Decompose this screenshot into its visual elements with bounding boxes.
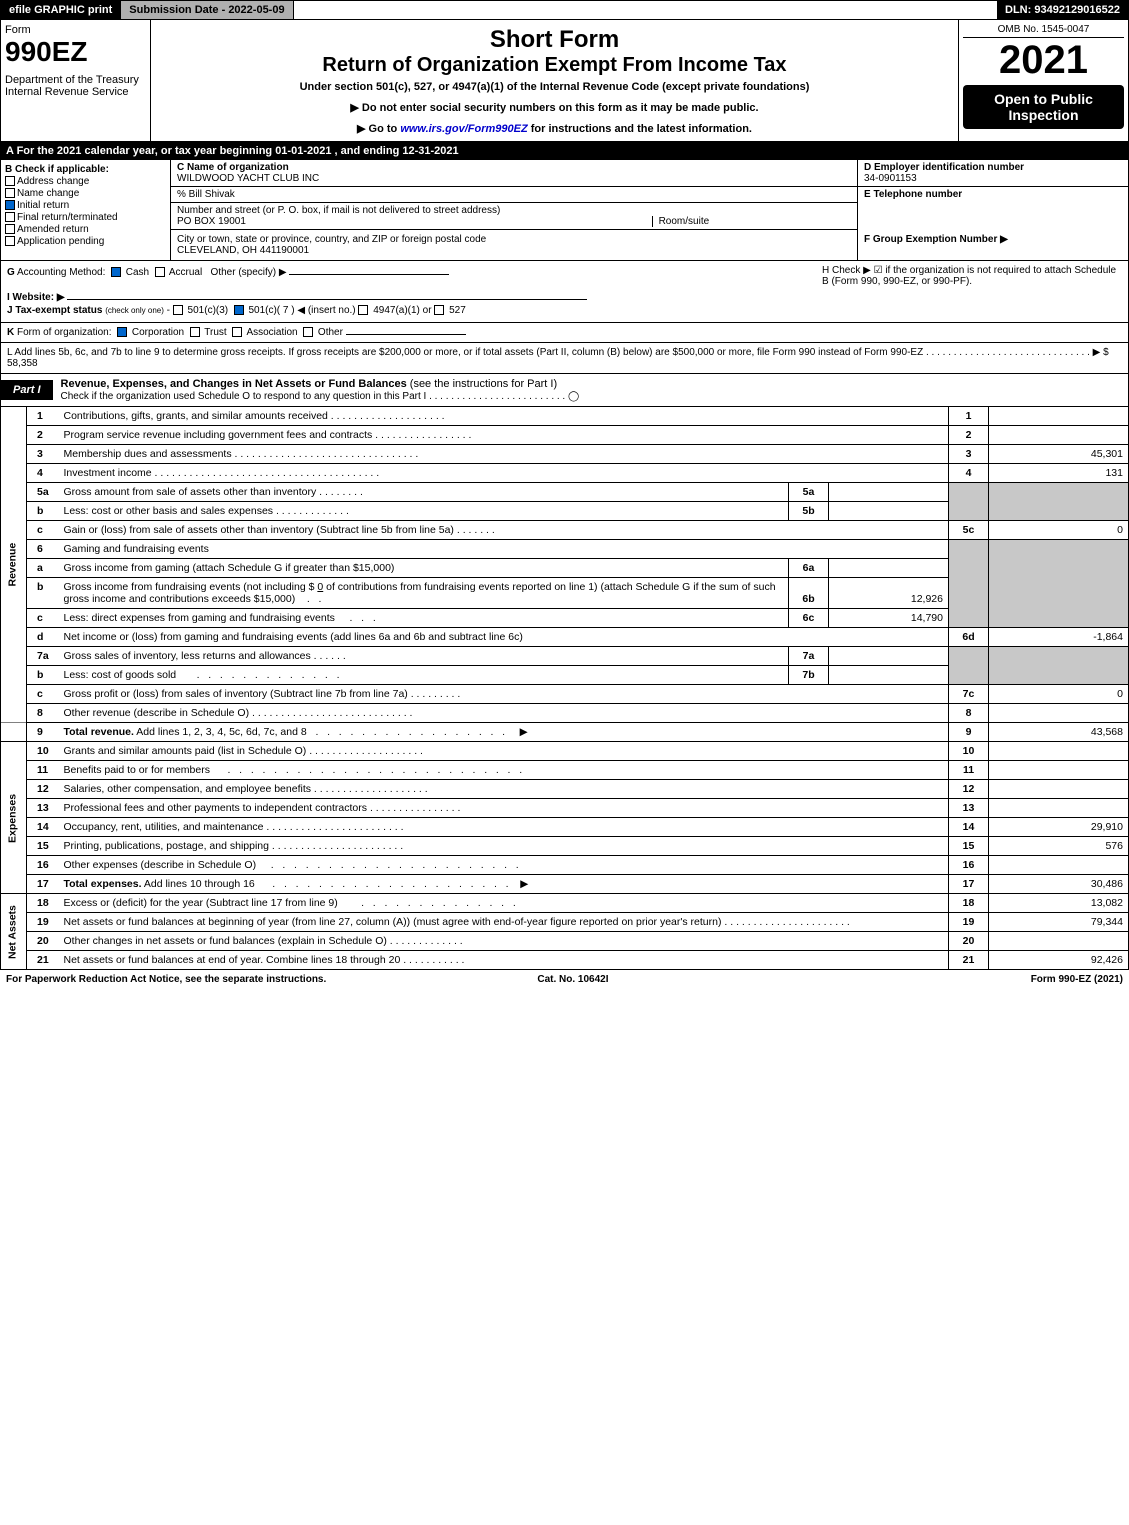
ln19-amt: 79,344 [989,913,1129,932]
form-header: Form 990EZ Department of the Treasury In… [0,20,1129,142]
side-net-assets: Net Assets [1,894,27,970]
check-name-change[interactable]: Name change [5,188,166,199]
ln9-amt: 43,568 [989,723,1129,742]
ln4-desc: Investment income . . . . . . . . . . . … [59,464,949,483]
b-header: B Check if applicable: [5,164,166,175]
ln16-desc: Other expenses (describe in Schedule O) … [59,856,949,875]
row-a: A For the 2021 calendar year, or tax yea… [0,142,1129,160]
form-label: Form [5,24,146,36]
ln5c-desc: Gain or (loss) from sale of assets other… [59,521,949,540]
d-ein: D Employer identification number34-09011… [858,160,1128,187]
ln9-desc: Total revenue. Add lines 1, 2, 3, 4, 5c,… [59,723,949,742]
ln1-r: 1 [949,407,989,426]
ln15-amt: 576 [989,837,1129,856]
irs-link[interactable]: www.irs.gov/Form990EZ [400,123,527,135]
row-h: H Check ▶ ☑ if the organization is not r… [822,265,1122,287]
ln6b-desc: Gross income from fundraising events (no… [59,578,789,609]
tax-year: 2021 [963,38,1124,83]
ln15-desc: Printing, publications, postage, and shi… [59,837,949,856]
subtitle-ssn: ▶ Do not enter social security numbers o… [157,101,952,114]
side-revenue: Revenue [1,407,27,723]
ln1-desc: Contributions, gifts, grants, and simila… [59,407,949,426]
c-name: C Name of organizationWILDWOOD YACHT CLU… [171,160,857,187]
open-inspection: Open to Public Inspection [963,85,1124,129]
ln6c-val: 14,790 [829,609,949,628]
dln: DLN: 93492129016522 [997,1,1128,19]
ln14-amt: 29,910 [989,818,1129,837]
section-b-to-f: B Check if applicable: Address change Na… [0,160,1129,261]
part-i-label: Part I [1,380,53,400]
ln20-desc: Other changes in net assets or fund bala… [59,932,949,951]
ln1-amt [989,407,1129,426]
title-short-form: Short Form [157,26,952,54]
ln11-desc: Benefits paid to or for members . . . . … [59,761,949,780]
ln14-desc: Occupancy, rent, utilities, and maintena… [59,818,949,837]
subtitle-goto: ▶ Go to www.irs.gov/Form990EZ for instru… [157,122,952,135]
footer-right: Form 990-EZ (2021) [1031,974,1123,985]
ln10-desc: Grants and similar amounts paid (list in… [59,742,949,761]
check-final-return[interactable]: Final return/terminated [5,212,166,223]
ln6b-val: 12,926 [829,578,949,609]
ln3-desc: Membership dues and assessments . . . . … [59,445,949,464]
submission-date: Submission Date - 2022-05-09 [121,1,293,19]
ln1-num: 1 [27,407,59,426]
ln18-desc: Excess or (deficit) for the year (Subtra… [59,894,949,913]
ln6a-desc: Gross income from gaming (attach Schedul… [59,559,789,578]
dept-treasury: Department of the Treasury Internal Reve… [5,74,146,98]
form-number: 990EZ [5,36,146,68]
ln7c-desc: Gross profit or (loss) from sales of inv… [59,685,949,704]
ln2-desc: Program service revenue including govern… [59,426,949,445]
ln4-amt: 131 [989,464,1129,483]
ln8-desc: Other revenue (describe in Schedule O) .… [59,704,949,723]
c-care-of: % Bill Shivak [171,187,857,203]
ln17-amt: 30,486 [989,875,1129,894]
side-expenses: Expenses [1,742,27,894]
check-address-change[interactable]: Address change [5,176,166,187]
omb-number: OMB No. 1545-0047 [963,24,1124,38]
title-return: Return of Organization Exempt From Incom… [157,54,952,77]
footer-cat: Cat. No. 10642I [537,974,608,985]
ln21-amt: 92,426 [989,951,1129,970]
f-group-exemption: F Group Exemption Number ▶ [858,230,1128,260]
ln21-desc: Net assets or fund balances at end of ye… [59,951,949,970]
row-l: L Add lines 5b, 6c, and 7b to line 9 to … [0,343,1129,374]
footer-left: For Paperwork Reduction Act Notice, see … [6,974,326,985]
top-bar: efile GRAPHIC print Submission Date - 20… [0,0,1129,20]
lines-table: Revenue 1 Contributions, gifts, grants, … [0,407,1129,970]
check-application-pending[interactable]: Application pending [5,236,166,247]
col-b: B Check if applicable: Address change Na… [1,160,171,260]
ln6d-amt: -1,864 [989,628,1129,647]
ln3-amt: 45,301 [989,445,1129,464]
subtitle-section: Under section 501(c), 527, or 4947(a)(1)… [157,81,952,93]
e-phone: E Telephone number [858,187,1128,224]
ln7b-desc: Less: cost of goods sold . . . . . . . .… [59,666,789,685]
c-city: City or town, state or province, country… [171,230,858,260]
ln5a-desc: Gross amount from sale of assets other t… [59,483,789,502]
ln6d-desc: Net income or (loss) from gaming and fun… [59,628,949,647]
row-j: J Tax-exempt status (check only one) - 5… [7,305,1122,316]
part-i-title: Revenue, Expenses, and Changes in Net As… [53,374,1128,406]
rows-g-h-i-j: H Check ▶ ☑ if the organization is not r… [0,261,1129,323]
ln6c-desc: Less: direct expenses from gaming and fu… [59,609,789,628]
page-footer: For Paperwork Reduction Act Notice, see … [0,970,1129,989]
part-i-header: Part I Revenue, Expenses, and Changes in… [0,374,1129,407]
ln18-amt: 13,082 [989,894,1129,913]
ln6-desc: Gaming and fundraising events [59,540,949,559]
row-i: I Website: ▶ [7,292,1122,303]
check-amended-return[interactable]: Amended return [5,224,166,235]
ln17-desc: Total expenses. Add lines 10 through 16 … [59,875,949,894]
ln13-desc: Professional fees and other payments to … [59,799,949,818]
ln12-desc: Salaries, other compensation, and employ… [59,780,949,799]
row-k: K Form of organization: Corporation Trus… [0,323,1129,343]
efile-label[interactable]: efile GRAPHIC print [1,1,121,19]
ln5b-desc: Less: cost or other basis and sales expe… [59,502,789,521]
ln19-desc: Net assets or fund balances at beginning… [59,913,949,932]
check-initial-return[interactable]: Initial return [5,200,166,211]
ln7a-desc: Gross sales of inventory, less returns a… [59,647,789,666]
c-address: Number and street (or P. O. box, if mail… [171,203,857,230]
